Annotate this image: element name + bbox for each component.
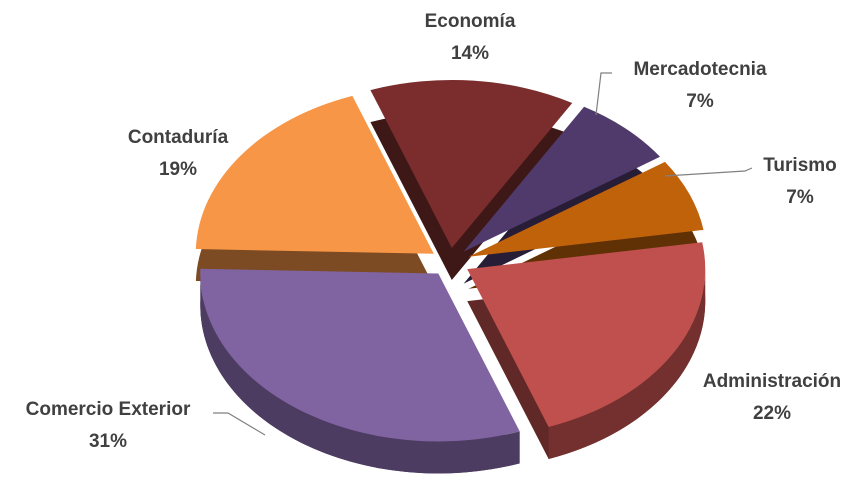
leader-line (595, 72, 612, 116)
value-label: 19% (159, 159, 197, 180)
leader-line (664, 167, 753, 177)
slice-side (548, 269, 706, 460)
slice (370, 79, 573, 248)
category-label: Comercio Exterior (26, 399, 191, 420)
labels: Economía 14% Mercadotecnia 7% Turismo 7% Admin… (26, 11, 842, 452)
category-label: Contaduría (128, 127, 229, 148)
category-label: Turismo (763, 155, 837, 176)
leader-line (213, 412, 266, 436)
slice (195, 95, 434, 254)
slice (200, 268, 520, 442)
value-label: 14% (451, 43, 489, 64)
category-label: Administración (703, 371, 841, 392)
pie (195, 79, 706, 474)
value-label: 7% (786, 187, 814, 208)
slice (468, 161, 704, 257)
slice (463, 106, 661, 252)
value-label: 7% (686, 91, 714, 112)
leader-lines (213, 72, 753, 436)
category-label: Economía (425, 11, 516, 32)
category-label: Mercadotecnia (633, 59, 766, 80)
slice-side (200, 273, 520, 474)
value-label: 31% (89, 431, 127, 452)
slice (467, 242, 706, 428)
value-label: 22% (753, 403, 791, 424)
